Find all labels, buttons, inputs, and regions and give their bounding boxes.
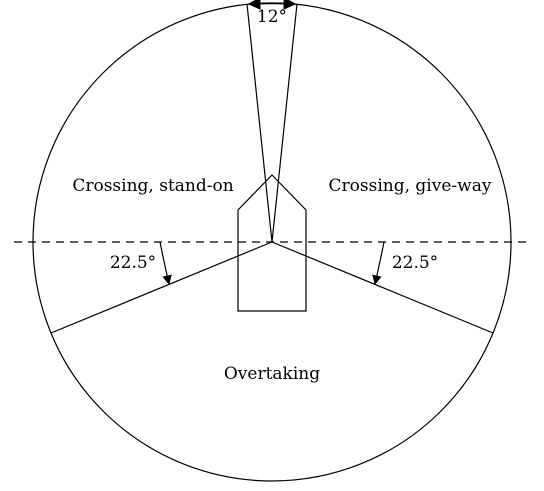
sector-angle-arrow [247, 0, 297, 10]
sector-angle-label: 12° [257, 7, 287, 27]
crossing-give-way-label: Crossing, give-way [329, 176, 492, 196]
ship-outline [237, 174, 307, 312]
left-angle-label: 22.5° [110, 253, 156, 273]
crossing-stand-on-label: Crossing, stand-on [72, 176, 233, 196]
forward-sector-right-edge [271, 3, 298, 243]
right-angle-label: 22.5° [392, 253, 438, 273]
overtaking-boundary-right [271, 241, 494, 334]
right-angle-arrow [372, 241, 385, 285]
overtaking-label: Overtaking [224, 364, 320, 384]
forward-sector-left-edge [246, 3, 273, 243]
overtaking-boundary-left [50, 241, 273, 334]
left-angle-arrow [159, 241, 172, 285]
